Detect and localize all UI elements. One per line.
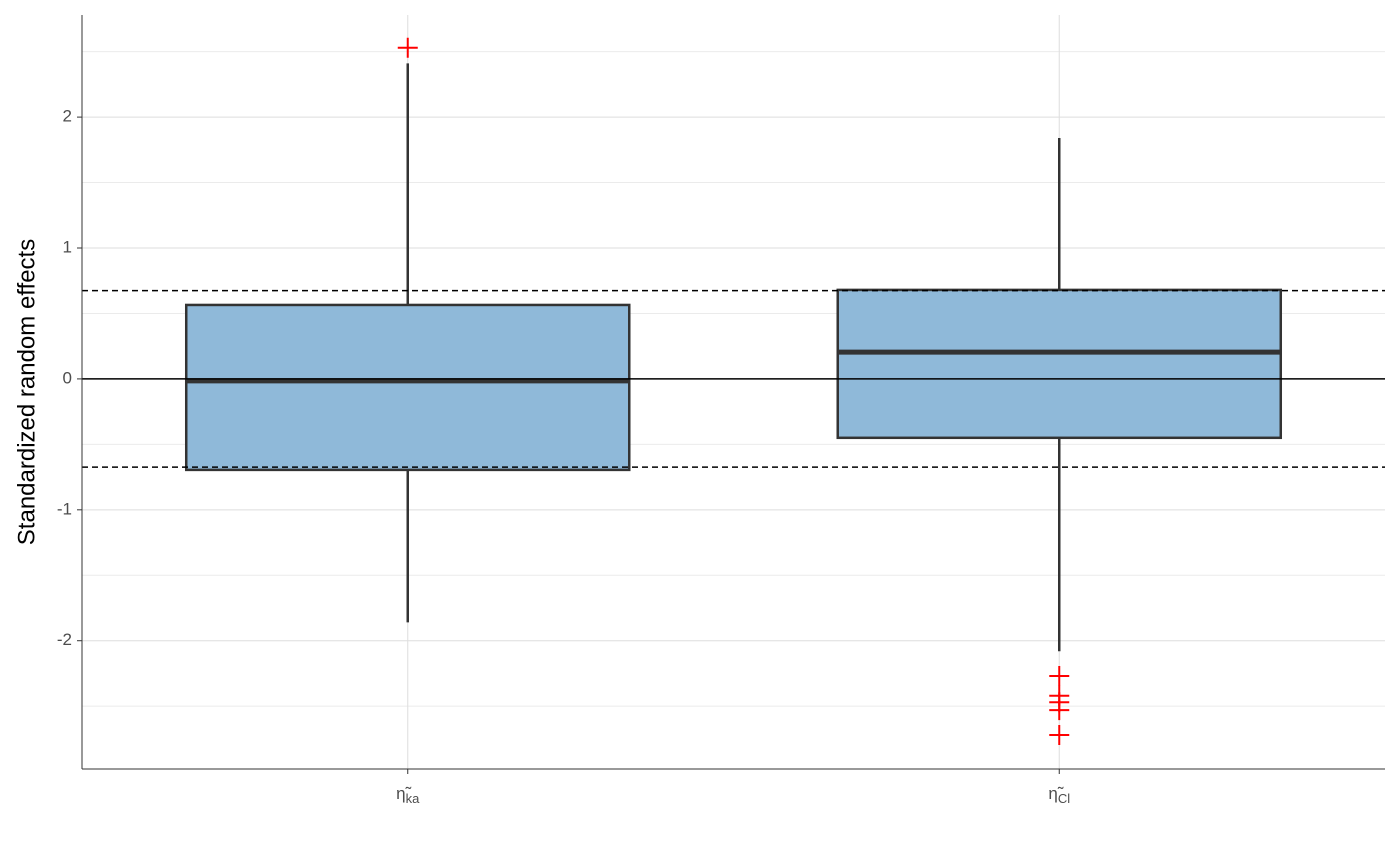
outlier <box>1049 724 1070 745</box>
outlier <box>397 37 418 58</box>
y-tick-label: 0 <box>63 368 72 387</box>
box <box>836 288 1283 440</box>
x-tick-label: η̃Cl <box>1048 784 1070 806</box>
outlier <box>1049 666 1070 687</box>
category-subscript: ka <box>406 791 421 806</box>
y-tick-label: 1 <box>63 237 72 256</box>
category-subscript: Cl <box>1058 791 1070 806</box>
x-tick-label: η̃ka <box>396 784 420 806</box>
y-tick-label: -2 <box>57 630 72 649</box>
y-tick-label: 2 <box>63 107 72 126</box>
outlier <box>1049 700 1070 721</box>
y-axis-label: Standardized random effects <box>13 239 40 545</box>
box <box>184 303 631 472</box>
y-tick-label: -1 <box>57 499 72 518</box>
